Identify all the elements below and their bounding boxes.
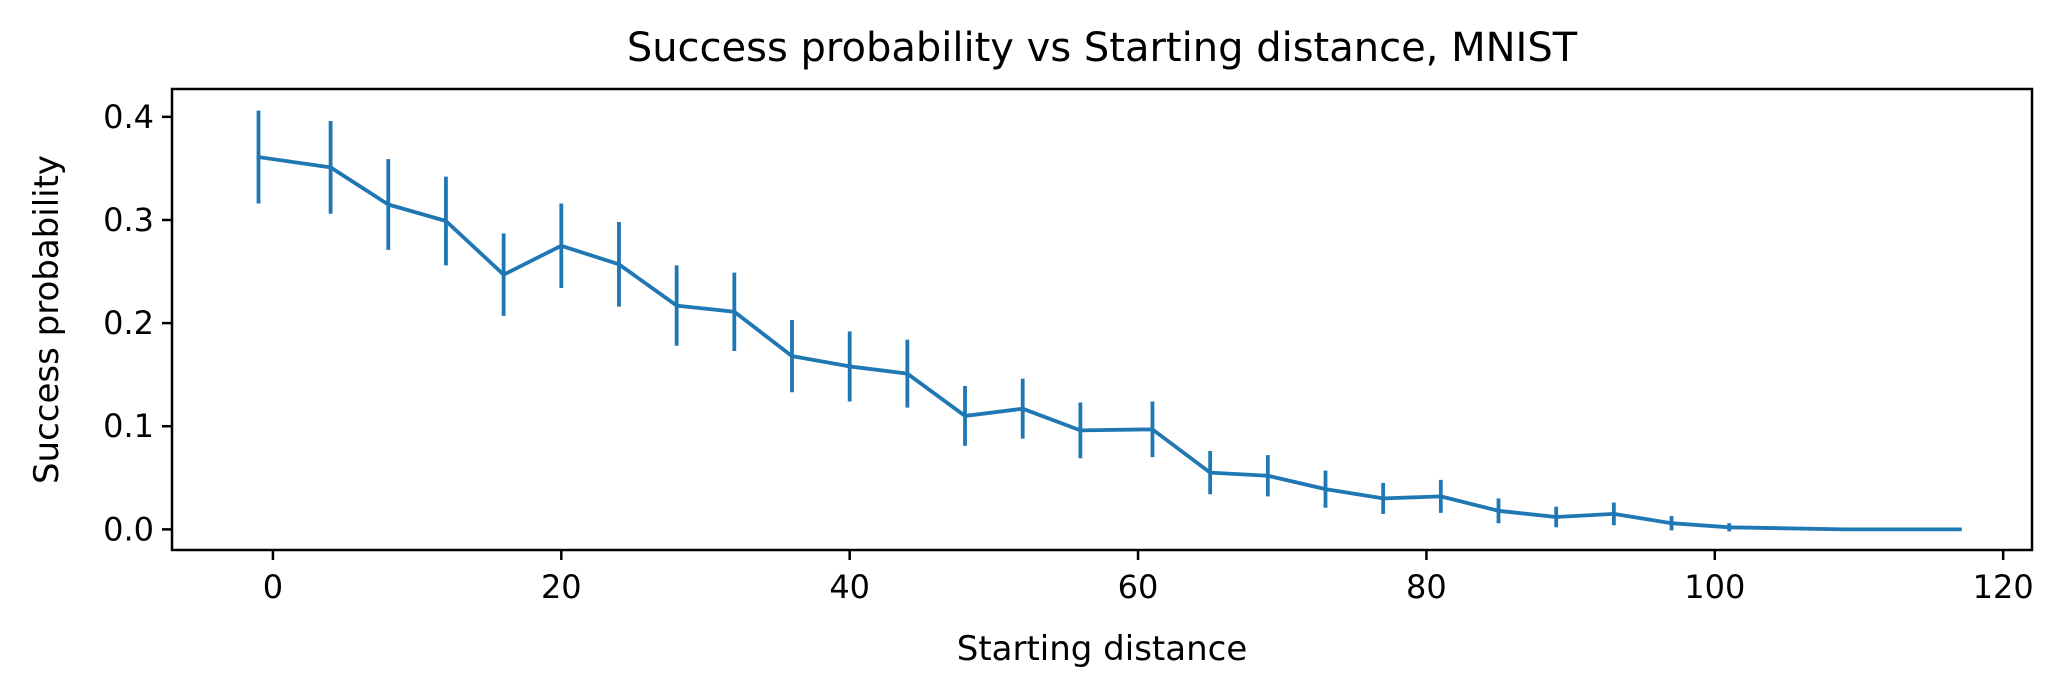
- x-tick-label: 40: [829, 568, 870, 606]
- x-tick-label: 120: [1973, 568, 2034, 606]
- axes-frame: [170, 87, 2034, 552]
- x-axis-label: Starting distance: [957, 629, 1248, 669]
- y-tick-label: 0.3: [103, 201, 154, 239]
- y-tick-label: 0.1: [103, 407, 154, 445]
- x-tick-label: 100: [1684, 568, 1745, 606]
- series-line: [256, 154, 1962, 532]
- x-tick-label: 60: [1118, 568, 1159, 606]
- y-tick-label: 0.4: [103, 98, 154, 136]
- y-axis-label: Success probability: [27, 155, 67, 484]
- x-tick-label: 20: [541, 568, 582, 606]
- x-tick-label: 80: [1406, 568, 1447, 606]
- y-axis-ticks: 0.0 0.1 0.2 0.3 0.4: [103, 98, 172, 548]
- chart-title: Success probability vs Starting distance…: [627, 25, 1578, 71]
- plot-area: [256, 110, 1962, 532]
- y-tick-label: 0.2: [103, 304, 154, 342]
- x-tick-label: 0: [263, 568, 283, 606]
- y-tick-label: 0.0: [103, 510, 154, 548]
- x-axis-ticks: 0 20 40 60 80 100 120: [263, 550, 2034, 606]
